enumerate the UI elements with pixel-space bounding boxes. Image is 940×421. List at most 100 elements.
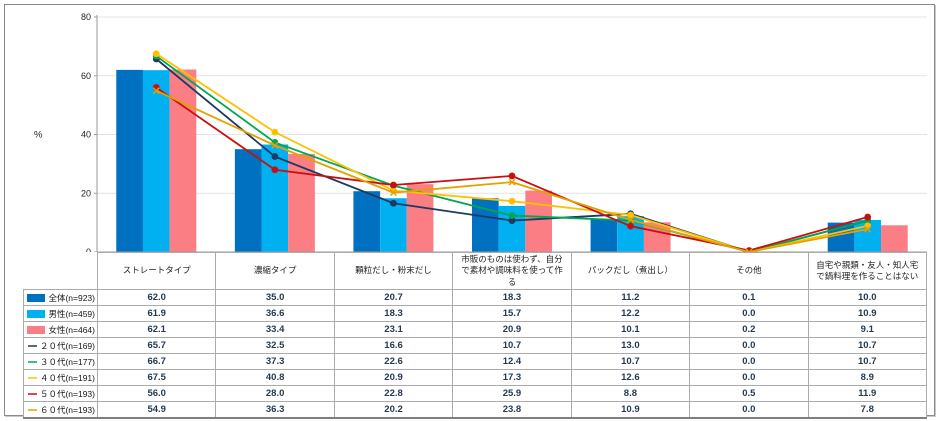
value-cell: 23.8 — [452, 401, 572, 419]
bar-swatch-icon — [27, 309, 46, 318]
bar — [380, 198, 407, 252]
value-cell: 36.3 — [215, 401, 335, 419]
bar — [288, 153, 315, 252]
value-cell: 62.0 — [96, 289, 217, 307]
value-cell: 66.7 — [96, 353, 217, 371]
value-cell: 13.0 — [570, 337, 691, 355]
table-row: ６０代(n=193) 54.9 36.3 20.2 23.8 10.9 0.0 7.8 — [23, 401, 928, 419]
category-header-cell: 市販のものは使わず、自分で素材や調味料を使って作る — [452, 251, 572, 291]
category-header-cell: 自宅や親類・友人・知人宅で鍋料理を作ることはない — [807, 251, 928, 291]
value-cell: 22.8 — [333, 385, 454, 403]
table-row: 全体(n=923) 62.0 35.0 20.7 18.3 11.2 0.1 10.0 — [23, 289, 928, 307]
value-cell: 10.7 — [807, 353, 928, 371]
line-swatch-icon — [28, 345, 37, 347]
circle-marker — [271, 153, 279, 160]
value-cell: 0.0 — [689, 305, 809, 323]
bar-swatch-icon — [27, 325, 46, 334]
circle-marker — [271, 128, 279, 136]
line-swatch-icon — [28, 408, 37, 411]
bar — [142, 70, 170, 252]
value-cell: 15.7 — [452, 305, 572, 323]
legend-cell: 女性(n=464) — [23, 321, 98, 339]
line-swatch-icon — [28, 393, 37, 395]
value-cell: 10.7 — [570, 353, 691, 371]
value-cell: 62.1 — [96, 321, 217, 339]
value-cell: 10.9 — [570, 401, 691, 419]
legend-label: ４０代(n=191) — [39, 372, 95, 383]
category-header-cell: 顆粒だし・粉末だし — [333, 251, 454, 291]
table-row: ５０代(n=193) 56.0 28.0 22.8 25.9 8.8 0.5 11.9 — [23, 385, 928, 403]
y-tick-label: 60 — [81, 71, 91, 81]
bar — [525, 190, 552, 252]
value-cell: 0.0 — [689, 353, 809, 371]
legend-label: ３０代(n=177) — [39, 356, 95, 367]
legend-cell: 男性(n=459) — [23, 305, 98, 323]
value-cell: 20.9 — [333, 369, 454, 387]
value-cell: 10.7 — [452, 337, 572, 355]
value-cell: 20.9 — [452, 321, 572, 339]
value-cell: 8.9 — [807, 369, 928, 387]
value-cell: 22.6 — [333, 353, 454, 371]
value-cell: 35.0 — [215, 289, 335, 307]
value-cell: 10.9 — [807, 305, 928, 323]
y-tick-label: 0 — [86, 247, 91, 253]
value-cell: 33.4 — [215, 321, 335, 339]
circle-marker — [627, 222, 634, 230]
x-marker — [389, 189, 397, 197]
value-cell: 9.1 — [807, 321, 928, 339]
value-cell: 54.9 — [96, 401, 217, 419]
bar — [590, 219, 618, 252]
value-cell: 20.2 — [333, 401, 454, 419]
value-cell: 10.1 — [570, 321, 691, 339]
legend-cell: ２０代(n=169) — [23, 337, 98, 355]
bar — [169, 69, 197, 252]
value-cell: 36.6 — [215, 305, 335, 323]
bar — [881, 225, 908, 252]
x-marker — [864, 225, 872, 233]
table-row: ２０代(n=169) 65.7 32.5 16.6 10.7 13.0 0.0 10.7 — [23, 337, 928, 355]
legend-cell: ３０代(n=177) — [23, 353, 98, 371]
circle-marker — [271, 166, 279, 174]
value-cell: 0.0 — [689, 337, 809, 355]
value-cell: 40.8 — [215, 369, 335, 387]
value-cell: 0.2 — [689, 321, 809, 339]
value-cell: 56.0 — [96, 385, 217, 403]
value-cell: 0.0 — [689, 401, 809, 419]
legend-label: ２０代(n=169) — [39, 340, 95, 351]
circle-marker — [390, 181, 397, 189]
value-cell: 12.6 — [570, 369, 691, 387]
legend-label: 男性(n=459) — [48, 308, 95, 319]
legend-cell: ５０代(n=193) — [23, 385, 98, 403]
value-cell: 7.8 — [807, 401, 928, 419]
combo-chart-canvas: 0 20 40 60 80% — [34, 12, 927, 253]
category-header-cell: 濃縮タイプ — [215, 251, 335, 291]
legend-cell: ４０代(n=191) — [23, 369, 98, 387]
value-cell: 23.1 — [333, 321, 454, 339]
value-cell: 25.9 — [452, 385, 572, 403]
bar — [116, 69, 143, 252]
legend-label: ６０代(n=193) — [39, 404, 95, 415]
value-cell: 12.4 — [452, 353, 572, 371]
bar — [234, 149, 262, 252]
value-cell: 0.1 — [689, 289, 809, 307]
value-cell: 11.9 — [807, 385, 928, 403]
value-cell: 67.5 — [96, 369, 217, 387]
line-swatch-icon — [28, 361, 37, 363]
y-tick-label: 80 — [81, 12, 91, 22]
value-cell: 0.5 — [689, 385, 809, 403]
legend-label: 女性(n=464) — [48, 324, 95, 335]
circle-marker — [627, 211, 634, 219]
y-tick-label: 20 — [81, 188, 91, 198]
bar — [353, 191, 381, 252]
circle-marker — [508, 217, 516, 224]
x-marker — [627, 216, 635, 224]
y-tick-label: 40 — [81, 130, 91, 140]
value-cell: 8.8 — [570, 385, 691, 403]
bar — [261, 144, 289, 252]
line-swatch-icon — [28, 377, 37, 379]
table-row: ４０代(n=191) 67.5 40.8 20.9 17.3 12.6 0.0 8.9 — [23, 369, 928, 387]
y-axis-unit-label: % — [34, 130, 43, 141]
value-cell: 11.2 — [570, 289, 691, 307]
circle-marker — [508, 212, 516, 219]
